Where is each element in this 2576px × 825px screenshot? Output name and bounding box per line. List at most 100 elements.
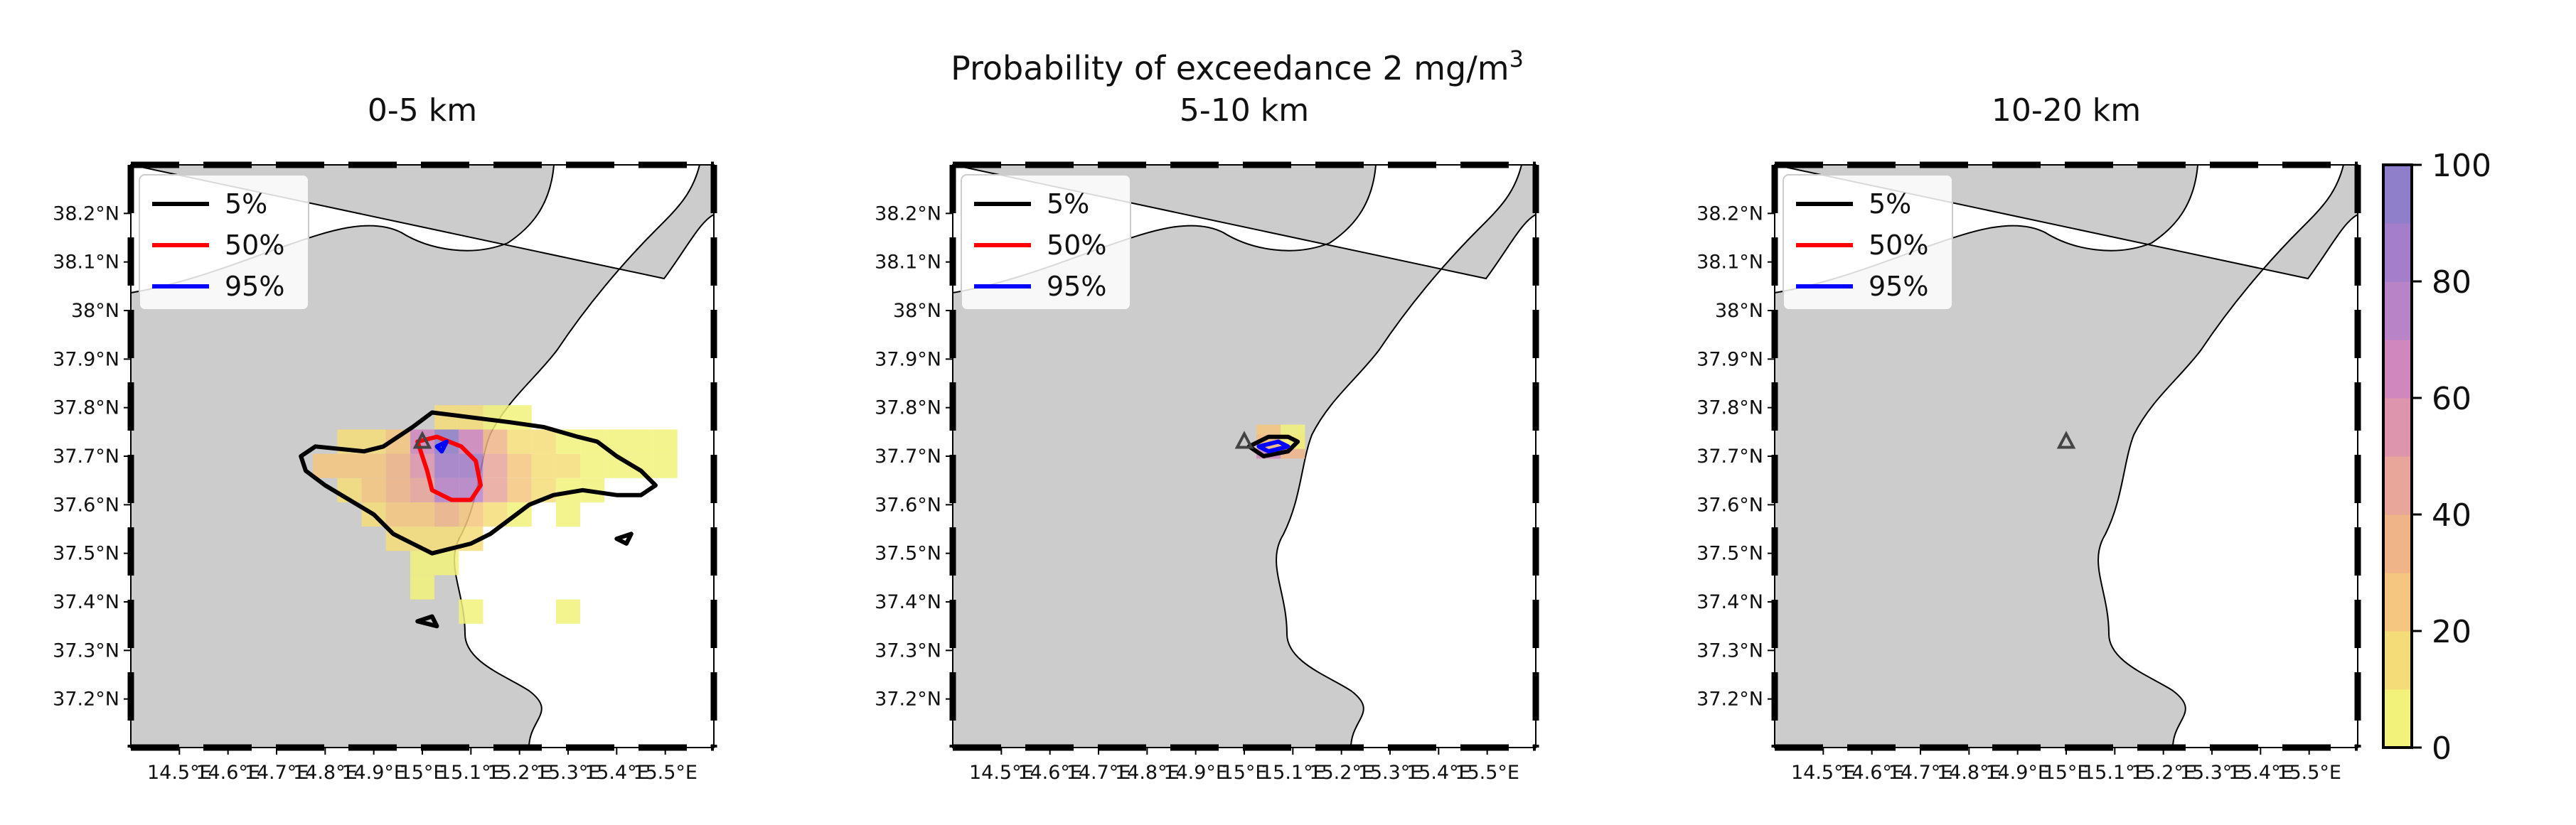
y-tick-label: 37.9°N xyxy=(875,348,941,370)
probability-cell xyxy=(361,478,386,502)
y-tick-label: 37.7°N xyxy=(53,446,119,468)
x-tick-label: 15.4°E xyxy=(1406,762,1471,784)
legend-box xyxy=(139,174,309,311)
legend-label: 50% xyxy=(225,230,284,261)
probability-cell xyxy=(555,453,581,478)
colorbar-tick-label: 20 xyxy=(2432,614,2471,650)
colorbar: 0 20 40 60 80 100 xyxy=(2382,148,2491,767)
probability-cell xyxy=(410,502,435,527)
y-tick-label: 37.5°N xyxy=(1696,543,1763,565)
x-tick-label: 14.9°E xyxy=(1163,762,1228,784)
y-tick-label: 37.2°N xyxy=(1696,689,1763,711)
legend: 5% 50% 95% xyxy=(139,174,309,311)
y-tick-label: 37.5°N xyxy=(875,543,941,565)
probability-cell xyxy=(580,453,605,478)
contour-95pct xyxy=(434,439,449,454)
legend-label: 5% xyxy=(225,188,267,220)
colorbar-band xyxy=(2383,223,2412,282)
x-tick-label: 15.2°E xyxy=(1309,762,1374,784)
x-tick-label: 14.9°E xyxy=(1985,762,2050,784)
y-tick-label: 37.8°N xyxy=(875,397,941,419)
probability-cell xyxy=(531,453,556,478)
x-tick-label: 15.1°E xyxy=(1261,762,1325,784)
x-tick-label: 14.7°E xyxy=(1888,762,1953,784)
contour-5pct xyxy=(614,532,634,546)
x-tick-label: 14.5°E xyxy=(969,762,1034,784)
x-tick-label: 14.8°E xyxy=(293,762,358,784)
y-tick-label: 38.2°N xyxy=(875,203,941,225)
probability-cell xyxy=(531,429,556,454)
probability-cell xyxy=(507,478,532,502)
colorbar-tick-label: 80 xyxy=(2432,264,2471,301)
x-tick-label: 14.7°E xyxy=(1067,762,1131,784)
panel-title-0-5km: 0-5 km xyxy=(368,92,477,129)
probability-cell xyxy=(434,453,459,478)
contour-5pct xyxy=(415,614,439,629)
contour-5pct xyxy=(299,410,658,556)
x-tick-label: 15.3°E xyxy=(536,762,601,784)
x-tick-label: 15°E xyxy=(2043,762,2090,784)
probability-cell xyxy=(410,551,435,576)
x-tick-label: 15.4°E xyxy=(2228,762,2293,784)
legend-label: 50% xyxy=(1869,230,1928,261)
panel-title-10-20km: 10-20 km xyxy=(1992,92,2141,129)
probability-cell xyxy=(361,453,386,478)
probability-cell xyxy=(507,429,532,454)
x-tick-label: 14.7°E xyxy=(245,762,309,784)
x-tick-label: 15.1°E xyxy=(439,762,503,784)
x-tick-label: 15°E xyxy=(400,762,446,784)
y-tick-label: 38.1°N xyxy=(53,252,119,274)
x-tick-label: 14.6°E xyxy=(196,762,260,784)
y-tick-label: 37.8°N xyxy=(53,397,119,419)
y-tick-label: 37.6°N xyxy=(875,494,941,516)
colorbar-band xyxy=(2383,631,2412,690)
map-panel-5-10km: 37.2°N 37.3°N 37.4°N 37.5°N 37.6°N 37.7°N 37.8… xyxy=(875,161,1539,784)
vent-marker-icon xyxy=(1234,431,1254,449)
y-tick-label: 37.5°N xyxy=(53,543,119,565)
y-tick-label: 37.4°N xyxy=(875,591,941,613)
colorbar-tick-label: 0 xyxy=(2432,730,2452,767)
x-tick-label: 14.8°E xyxy=(1937,762,2002,784)
colorbar-tick-label: 100 xyxy=(2432,148,2491,184)
map-panel-0-5km: 37.2°N 37.3°N 37.4°N 37.5°N 37.6°N 37.7°N 37.8… xyxy=(53,161,717,784)
x-tick-label: 15.5°E xyxy=(633,762,698,784)
colorbar-band xyxy=(2383,398,2412,457)
colorbar-band xyxy=(2383,340,2412,399)
x-tick-label: 15.5°E xyxy=(1455,762,1519,784)
legend-label: 5% xyxy=(1869,188,1911,220)
y-tick-label: 37.3°N xyxy=(53,640,119,662)
vent-marker-icon xyxy=(2056,431,2076,449)
y-tick-label: 37.4°N xyxy=(1696,591,1763,613)
map-panel-10-20km: 37.2°N 37.3°N 37.4°N 37.5°N 37.6°N 37.7°N 37.8… xyxy=(1696,161,2361,784)
colorbar-band xyxy=(2383,165,2412,224)
probability-cell xyxy=(483,429,508,454)
probability-cell xyxy=(483,453,508,478)
probability-cell xyxy=(337,453,362,478)
x-tick-label: 15.2°E xyxy=(487,762,552,784)
probability-cell xyxy=(507,453,532,478)
x-tick-label: 15.3°E xyxy=(1358,762,1423,784)
figure-suptitle: Probability of exceedance 2 mg/m3 xyxy=(951,45,1524,87)
x-tick-label: 15.5°E xyxy=(2277,762,2341,784)
colorbar-tick-label: 60 xyxy=(2432,381,2471,417)
probability-cell xyxy=(385,502,410,527)
colorbar-band xyxy=(2383,573,2412,632)
y-tick-label: 38.2°N xyxy=(1696,203,1763,225)
colorbar-band xyxy=(2383,689,2412,748)
probability-cell xyxy=(410,575,435,600)
y-tick-label: 37.9°N xyxy=(53,348,119,370)
legend: 5% 50% 95% xyxy=(1783,174,1953,311)
y-tick-label: 37.4°N xyxy=(53,591,119,613)
x-tick-label: 14.8°E xyxy=(1115,762,1180,784)
vent-marker-icon xyxy=(412,431,432,449)
colorbar-band xyxy=(2383,456,2412,515)
y-tick-label: 37.2°N xyxy=(53,689,119,711)
probability-cell xyxy=(385,478,410,502)
colorbar-band xyxy=(2383,514,2412,573)
colorbar-band xyxy=(2383,281,2412,340)
legend: 5% 50% 95% xyxy=(961,174,1131,311)
y-tick-label: 37.8°N xyxy=(1696,397,1763,419)
y-tick-label: 37.7°N xyxy=(1696,446,1763,468)
x-tick-label: 15.4°E xyxy=(584,762,649,784)
probability-cell xyxy=(385,453,410,478)
